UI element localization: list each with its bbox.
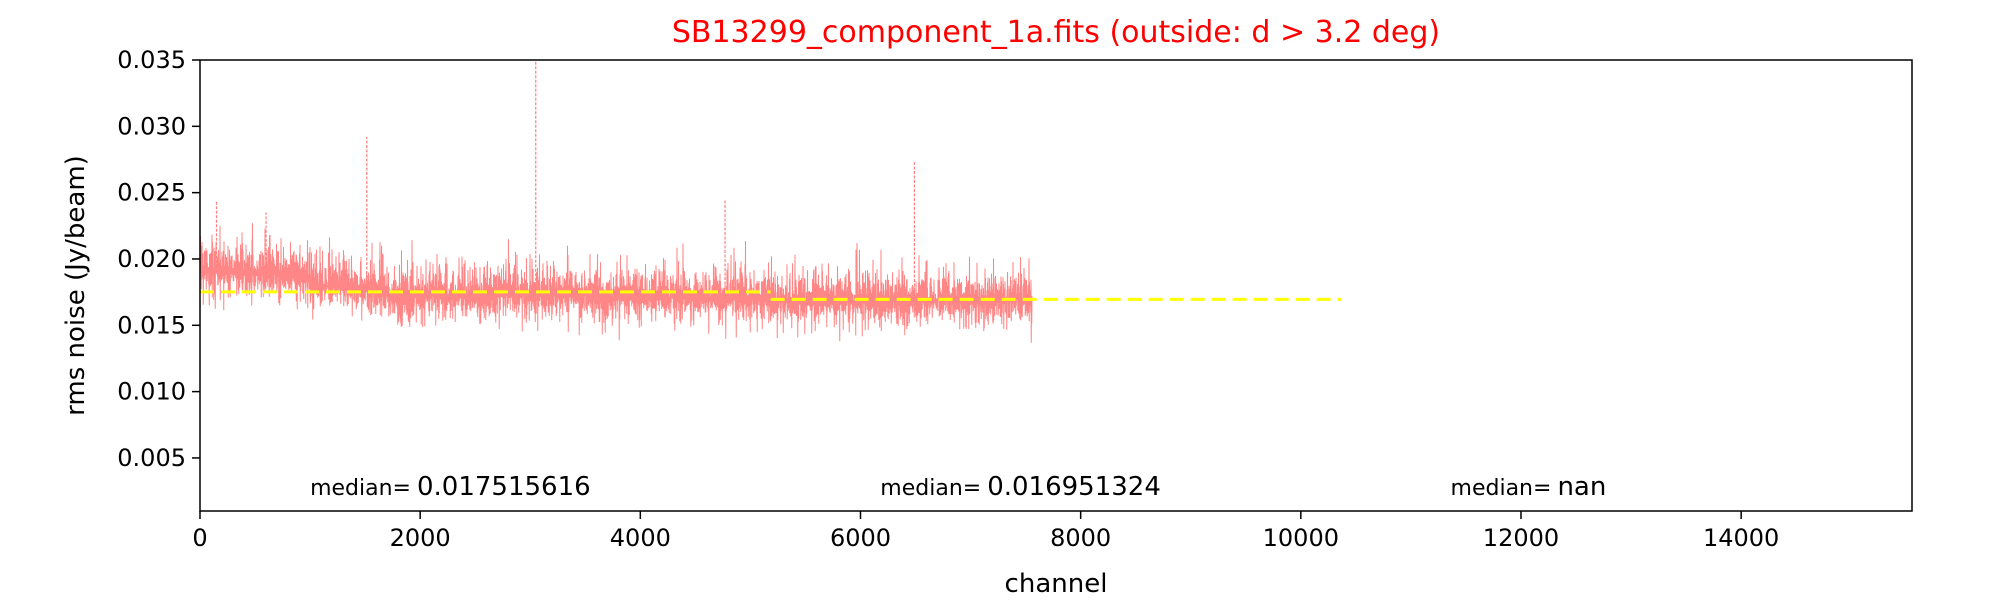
x-tick-label-5: 10000 <box>1263 524 1339 552</box>
median-annotation-value-1: 0.016951324 <box>987 472 1161 502</box>
median-annotation-label-2: median= <box>1451 476 1552 501</box>
x-tick-label-1: 2000 <box>390 524 451 552</box>
noise-series-line <box>200 223 1033 343</box>
median-annotation-value-0: 0.017515616 <box>417 472 591 502</box>
y-tick-label-1: 0.010 <box>117 378 186 406</box>
y-tick-label-3: 0.020 <box>117 245 186 273</box>
x-tick-label-3: 6000 <box>830 524 891 552</box>
y-tick-label-4: 0.025 <box>117 179 186 207</box>
x-tick-label-0: 0 <box>192 524 207 552</box>
median-annotation-value-2: nan <box>1557 472 1606 502</box>
x-tick-label-4: 8000 <box>1050 524 1111 552</box>
chart-text: 0 2000 4000 6000 8000 10000 12000 14000 0.005 0.0… <box>61 15 1779 599</box>
x-tick-label-7: 14000 <box>1703 524 1779 552</box>
chart-title: SB13299_component_1a.fits (outside: d > … <box>672 15 1440 50</box>
y-tick-label-6: 0.035 <box>117 46 186 74</box>
x-tick-label-6: 12000 <box>1483 524 1559 552</box>
median-annotation-2: median= nan <box>1451 472 1607 502</box>
axes <box>192 59 1913 519</box>
median-annotation-label-1: median= <box>880 476 981 501</box>
x-axis-label: channel <box>1005 569 1108 599</box>
plot-area <box>200 60 1342 343</box>
x-tick-label-2: 4000 <box>610 524 671 552</box>
median-annotation-1: median= 0.016951324 <box>880 472 1161 502</box>
median-annotation-0: median= 0.017515616 <box>310 472 591 502</box>
y-tick-label-5: 0.030 <box>117 112 186 140</box>
median-annotation-label-0: median= <box>310 476 411 501</box>
plot-frame <box>199 59 1913 512</box>
y-tick-label-2: 0.015 <box>117 311 186 339</box>
y-tick-label-0: 0.005 <box>117 444 186 472</box>
y-axis-label: rms noise (Jy/beam) <box>61 155 91 416</box>
